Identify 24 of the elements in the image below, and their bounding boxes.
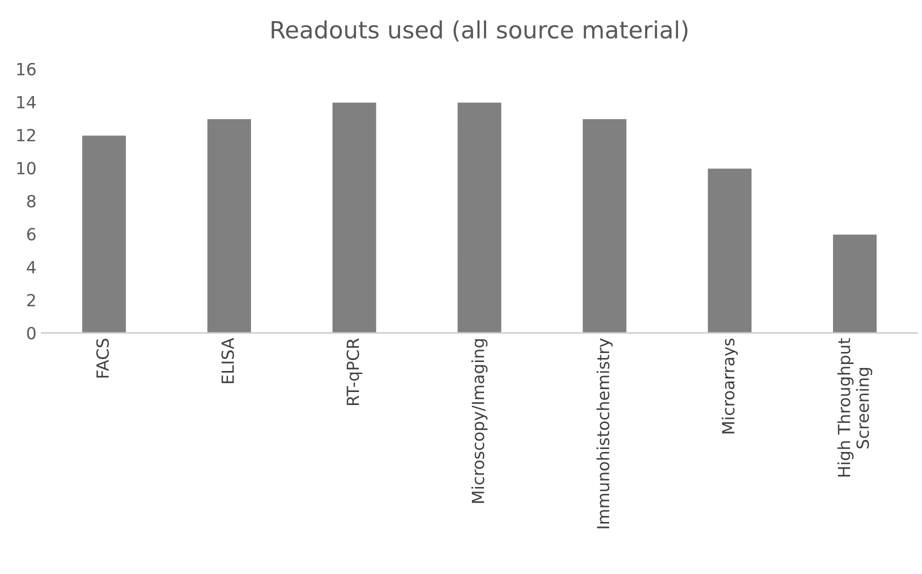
x-tick-label: Microscopy/Imaging bbox=[471, 339, 488, 503]
y-tick-label: 14 bbox=[17, 96, 36, 108]
y-tick-label: 10 bbox=[17, 162, 36, 174]
bar bbox=[706, 167, 753, 333]
x-tick-label: ELISA bbox=[221, 338, 234, 384]
y-tick-label: 2 bbox=[27, 294, 35, 306]
chart-title: Readouts used (all source material) bbox=[272, 20, 688, 42]
bar bbox=[832, 233, 878, 333]
x-tick-label: RT-qPCR bbox=[346, 338, 362, 406]
x-tick-label: Immunohistochemistry bbox=[596, 338, 613, 528]
y-tick-label: 8 bbox=[27, 194, 36, 208]
y-tick-label: 0 bbox=[27, 326, 36, 340]
bar bbox=[331, 101, 378, 333]
x-tick-label: FACS bbox=[96, 338, 109, 378]
x-tick-label: High Throughput Screening bbox=[837, 338, 872, 477]
y-tick-label: 6 bbox=[27, 228, 36, 240]
x-tick-label: Microarrays bbox=[722, 338, 738, 434]
y-tick-label: 4 bbox=[26, 261, 36, 274]
bar bbox=[206, 118, 252, 333]
bar bbox=[456, 101, 503, 333]
y-tick-label: 12 bbox=[17, 128, 35, 142]
y-tick-label: 16 bbox=[17, 62, 36, 76]
bar bbox=[581, 118, 628, 333]
bar bbox=[80, 134, 128, 333]
